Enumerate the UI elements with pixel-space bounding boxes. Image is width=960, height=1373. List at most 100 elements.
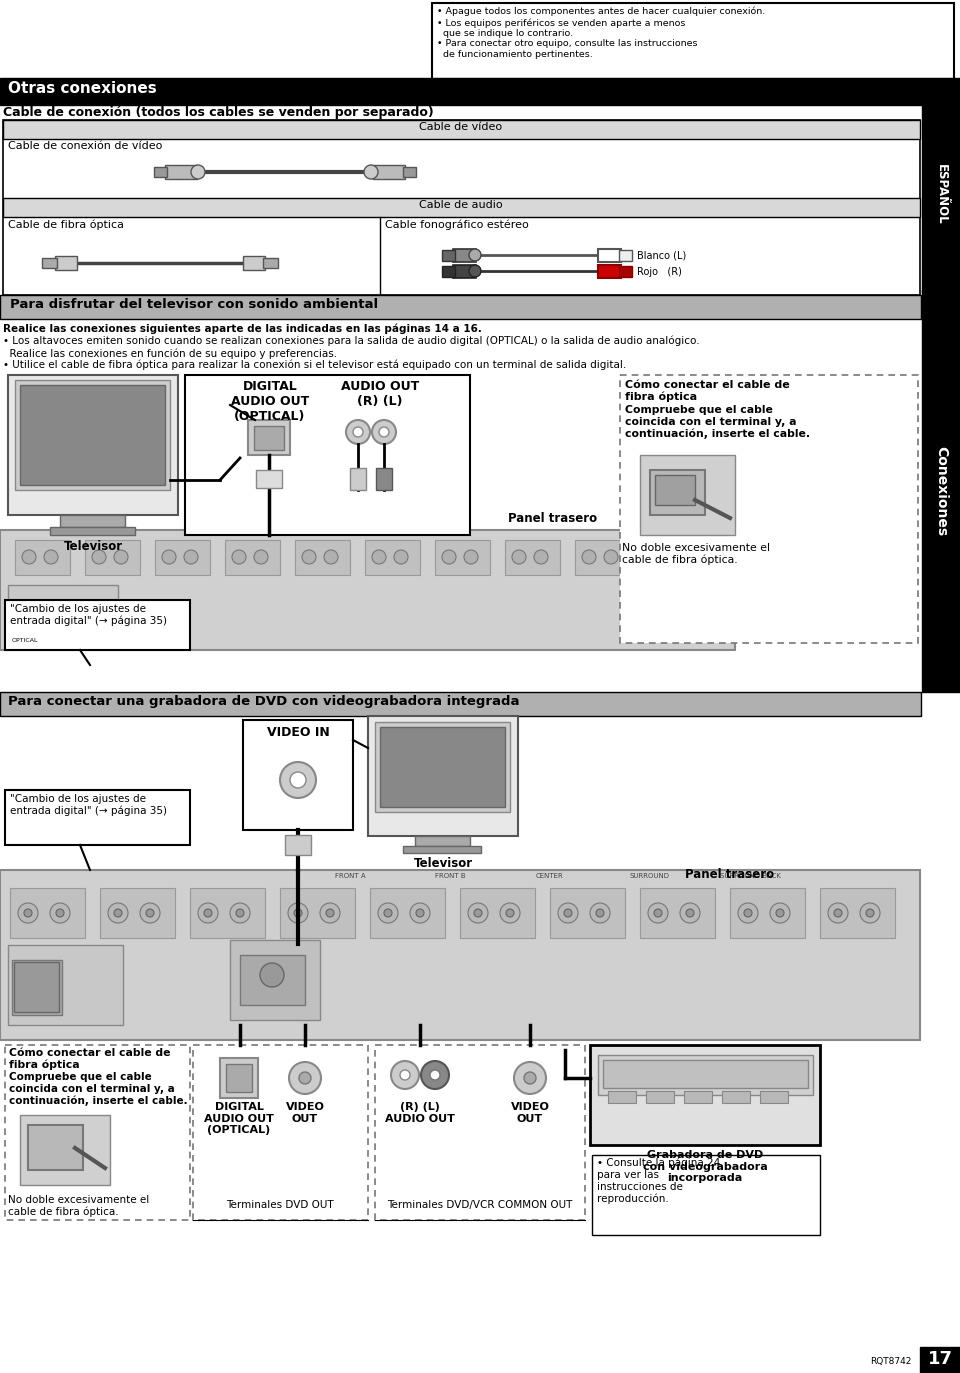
Circle shape <box>680 903 700 923</box>
Circle shape <box>18 903 38 923</box>
Circle shape <box>114 551 128 564</box>
Circle shape <box>288 903 308 923</box>
Text: Cómo conectar el cable de
fibra óptica: Cómo conectar el cable de fibra óptica <box>9 1048 171 1070</box>
Bar <box>295 540 350 575</box>
Text: Cable de conexión (todos los cables se venden por separado): Cable de conexión (todos los cables se v… <box>3 106 434 119</box>
Bar <box>598 249 621 262</box>
Text: OPTICAL: OPTICAL <box>12 638 38 643</box>
Bar <box>0 870 920 1039</box>
Circle shape <box>379 427 389 437</box>
Circle shape <box>394 551 408 564</box>
Text: FRONT A: FRONT A <box>335 873 366 879</box>
Bar <box>42 258 57 268</box>
Bar <box>646 1092 674 1103</box>
Circle shape <box>524 1072 536 1085</box>
Bar <box>619 266 632 277</box>
Bar <box>598 1054 813 1096</box>
Text: Cable fonográfico estéreo: Cable fonográfico estéreo <box>385 220 529 229</box>
Text: SURROUND BACK: SURROUND BACK <box>720 873 780 879</box>
Bar <box>920 1347 960 1373</box>
Bar <box>60 515 125 527</box>
Bar <box>0 692 921 715</box>
Circle shape <box>260 962 284 987</box>
Circle shape <box>299 1072 311 1085</box>
Text: Panel trasero: Panel trasero <box>508 512 597 524</box>
Circle shape <box>770 903 790 923</box>
Circle shape <box>204 909 212 917</box>
Text: Otras conexiones: Otras conexiones <box>8 81 156 96</box>
Circle shape <box>320 903 340 923</box>
Bar <box>3 198 920 217</box>
Text: Televisor: Televisor <box>63 540 123 553</box>
Bar <box>655 475 695 505</box>
Bar <box>368 715 518 836</box>
Bar <box>20 384 165 485</box>
Bar <box>373 165 405 178</box>
Bar <box>230 941 320 1020</box>
Bar <box>8 585 118 643</box>
Bar <box>415 836 470 846</box>
Bar <box>0 530 735 649</box>
Bar <box>365 540 420 575</box>
Bar <box>922 290 960 692</box>
Bar <box>254 426 284 450</box>
Bar <box>640 888 715 938</box>
Circle shape <box>289 1061 321 1094</box>
Text: CENTER: CENTER <box>536 873 564 879</box>
Text: VIDEO
OUT: VIDEO OUT <box>285 1103 324 1123</box>
Bar <box>185 375 470 535</box>
Circle shape <box>232 551 246 564</box>
Text: No doble excesivamente el
cable de fibra óptica.: No doble excesivamente el cable de fibra… <box>8 1195 149 1218</box>
Circle shape <box>92 551 106 564</box>
Circle shape <box>302 551 316 564</box>
Bar <box>0 295 921 319</box>
Bar <box>12 600 57 636</box>
Bar <box>375 722 510 811</box>
Bar <box>225 540 280 575</box>
Bar <box>442 266 455 277</box>
Bar <box>193 1045 368 1221</box>
Text: Cable de vídeo: Cable de vídeo <box>420 122 503 132</box>
Circle shape <box>22 551 36 564</box>
Circle shape <box>384 909 392 917</box>
Bar <box>730 888 805 938</box>
Circle shape <box>353 427 363 437</box>
Circle shape <box>326 909 334 917</box>
Circle shape <box>324 551 338 564</box>
Circle shape <box>468 903 488 923</box>
Bar <box>442 250 455 261</box>
Bar <box>432 3 954 80</box>
Circle shape <box>191 165 205 178</box>
Bar <box>645 540 700 575</box>
Circle shape <box>564 909 572 917</box>
Bar <box>5 789 190 844</box>
Circle shape <box>469 249 481 261</box>
Circle shape <box>828 903 848 923</box>
Bar <box>760 1092 788 1103</box>
Text: (R) (L)
AUDIO OUT: (R) (L) AUDIO OUT <box>385 1103 455 1123</box>
Bar <box>620 375 918 643</box>
Circle shape <box>146 909 154 917</box>
Text: Rojo   (R): Rojo (R) <box>637 266 682 277</box>
Bar <box>12 960 62 1015</box>
Text: SURROUND: SURROUND <box>630 873 670 879</box>
Text: Televisor: Televisor <box>414 857 472 870</box>
Circle shape <box>590 903 610 923</box>
Circle shape <box>230 903 250 923</box>
Bar <box>226 1064 252 1092</box>
Bar <box>722 1092 750 1103</box>
Circle shape <box>738 903 758 923</box>
Bar <box>403 846 481 853</box>
Bar <box>243 719 353 831</box>
Bar <box>0 78 960 104</box>
Text: VIDEO
OUT: VIDEO OUT <box>511 1103 549 1123</box>
Circle shape <box>654 909 662 917</box>
Circle shape <box>44 551 58 564</box>
Circle shape <box>558 903 578 923</box>
Bar <box>650 470 705 515</box>
Circle shape <box>514 1061 546 1094</box>
Bar <box>14 962 59 1012</box>
Bar <box>285 835 311 855</box>
Circle shape <box>254 551 268 564</box>
Text: VIDEO IN: VIDEO IN <box>267 726 329 739</box>
